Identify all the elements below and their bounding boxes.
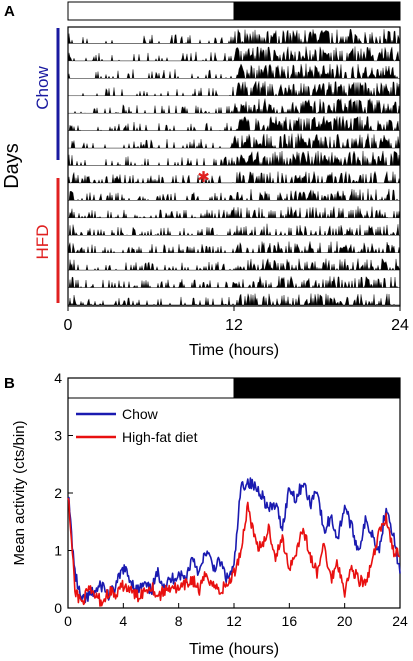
line-plot-x-tick-label: 20 xyxy=(337,613,353,629)
series-line-chow xyxy=(67,477,401,604)
panel-b-letter: B xyxy=(4,375,15,392)
series-line-high-fat-diet xyxy=(67,497,401,607)
panel-a-light-dark-bar xyxy=(67,1,401,21)
chow-group-label: Chow xyxy=(33,66,52,110)
panel-b-light-dark-bar xyxy=(67,377,401,399)
line-plot-x-tick-label: 12 xyxy=(226,613,242,629)
line-plot-y-tick-label: 3 xyxy=(54,428,62,444)
actogram-day-2-trace xyxy=(67,46,401,62)
actogram-day-9-trace xyxy=(67,170,401,184)
actogram-plot xyxy=(67,29,401,306)
actogram-x-tick-label: 24 xyxy=(391,317,409,334)
legend-label-hfd: High-fat diet xyxy=(122,429,198,445)
actogram-day-1-trace xyxy=(67,29,401,44)
panel-b-dark-phase xyxy=(233,377,401,399)
line-plot-x-tick-label: 24 xyxy=(392,613,408,629)
actogram-day-5-trace xyxy=(67,98,401,114)
actogram-day-14-trace xyxy=(67,258,401,271)
actogram-day-6-trace xyxy=(67,116,401,132)
actogram-day-15-trace xyxy=(67,275,401,289)
line-plot-y-tick-label: 2 xyxy=(54,485,62,501)
panel-a-letter: A xyxy=(4,3,15,20)
actogram-day-4-trace xyxy=(67,80,401,97)
line-plot-y-axis-label: Mean activity (cts/bin) xyxy=(11,420,28,565)
actogram-day-12-trace xyxy=(67,223,401,236)
actogram-day-7-trace xyxy=(67,133,401,149)
line-plot-x-tick-label: 4 xyxy=(119,613,127,629)
line-plot-x-tick-label: 8 xyxy=(175,613,183,629)
legend-label-chow: Chow xyxy=(122,406,159,422)
line-plot-x-tick-label: 16 xyxy=(282,613,298,629)
hfd-group-label: HFD xyxy=(33,225,52,260)
actogram-x-axis-label: Time (hours) xyxy=(189,342,279,359)
line-plot-y-tick-label: 1 xyxy=(54,543,62,559)
actogram-frame xyxy=(67,26,401,307)
panel-a-dark-phase xyxy=(233,1,401,21)
actogram-y-axis-label: Days xyxy=(1,143,23,189)
diet-switch-marker: ✱ xyxy=(197,169,210,186)
line-plot-y-tick-label: 0 xyxy=(54,600,62,616)
line-plot-y-tick-label: 4 xyxy=(54,370,62,386)
panel-a-light-phase xyxy=(67,1,235,21)
line-plot-x-axis-label: Time (hours) xyxy=(189,641,279,658)
line-plot-series xyxy=(67,477,401,607)
actogram-x-tick-label: 0 xyxy=(64,317,73,334)
line-plot-x-tick-label: 0 xyxy=(64,613,72,629)
panel-b-light-phase xyxy=(67,377,235,399)
actogram-day-13-trace xyxy=(67,241,401,254)
actogram-day-11-trace xyxy=(67,206,401,219)
line-plot-legend: Chow High-fat diet xyxy=(76,406,198,445)
actogram-day-3-trace xyxy=(67,63,401,79)
actogram-day-8-trace xyxy=(67,150,401,167)
actogram-day-10-trace xyxy=(67,188,401,201)
actogram-x-ticks: 0 12 24 xyxy=(64,306,409,334)
actogram-day-16-trace xyxy=(67,293,400,306)
actogram-x-tick-label: 12 xyxy=(225,317,243,334)
